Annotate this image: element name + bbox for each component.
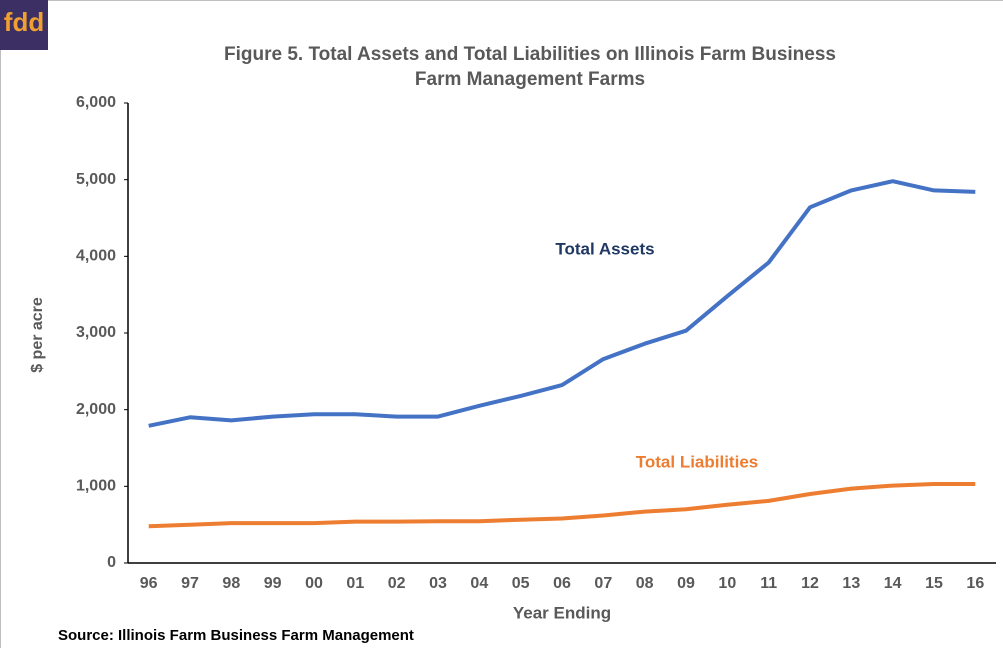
x-tick-label: 97	[181, 575, 199, 592]
x-tick-label: 15	[925, 575, 943, 592]
x-tick-label: 05	[512, 575, 530, 592]
x-tick-label: 02	[388, 575, 406, 592]
x-tick-label: 16	[966, 575, 984, 592]
x-tick-label: 11	[760, 575, 777, 592]
logo-box	[0, 0, 48, 50]
chart-subtitle: Farm Management Farms	[415, 69, 645, 90]
x-tick-label: 96	[140, 575, 158, 592]
chart-title: Figure 5. Total Assets and Total Liabili…	[224, 44, 836, 65]
y-tick-label: 2,000	[76, 401, 116, 418]
source-note: Source: Illinois Farm Business Farm Mana…	[58, 627, 414, 644]
y-tick-label: 0	[107, 554, 116, 571]
x-tick-label: 01	[346, 575, 364, 592]
x-tick-label: 09	[677, 575, 695, 592]
y-tick-label: 6,000	[76, 94, 116, 111]
x-tick-label: 08	[636, 575, 654, 592]
y-tick-label: 3,000	[76, 324, 116, 341]
x-tick-label: 14	[884, 575, 902, 592]
x-tick-label: 12	[801, 575, 819, 592]
y-axis-label: $ per acre	[29, 297, 46, 373]
x-tick-label: 00	[305, 575, 323, 592]
series-line	[148, 179, 976, 428]
x-tick-label: 13	[842, 575, 860, 592]
x-tick-label: 10	[718, 575, 736, 592]
logo: fdd	[4, 7, 44, 37]
x-tick-label: 06	[553, 575, 571, 592]
y-tick-label: 5,000	[76, 171, 116, 188]
x-tick-label: 99	[264, 575, 282, 592]
series-line	[148, 482, 976, 529]
x-tick-label: 03	[429, 575, 447, 592]
x-tick-label: 07	[594, 575, 612, 592]
series-label: Total Liabilities	[636, 452, 758, 471]
y-tick-label: 1,000	[76, 478, 116, 495]
x-axis-label: Year Ending	[513, 603, 611, 622]
x-tick-label: 98	[222, 575, 240, 592]
x-tick-label: 04	[470, 575, 488, 592]
series-label: Total Assets	[555, 239, 654, 258]
y-tick-label: 4,000	[76, 248, 116, 265]
